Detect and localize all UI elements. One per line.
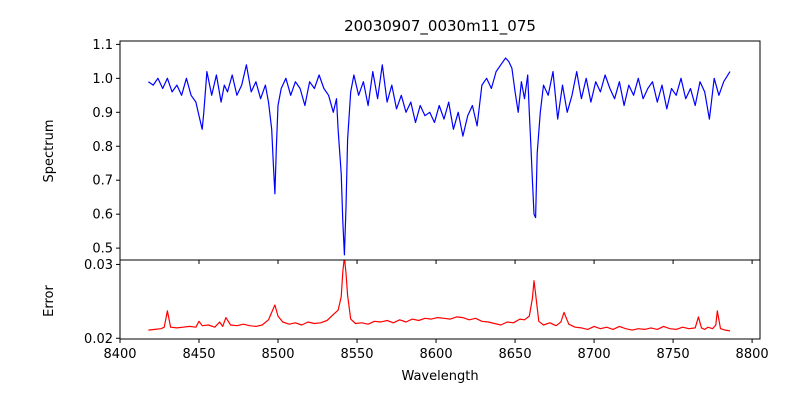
spectrum-y-ticks: 0.5 0.6 0.7 0.8 0.9 1.0 1.1 <box>92 38 120 257</box>
error-ytick-label: 0.02 <box>84 332 113 347</box>
spectrum-plot-area <box>148 57 731 256</box>
error-xtick-label: 8650 <box>499 347 532 362</box>
error-xtick-label: 8550 <box>340 347 373 362</box>
error-ytick-label: 0.03 <box>84 258 113 273</box>
error-xtick-label: 8450 <box>182 347 215 362</box>
spectrum-axes-frame <box>119 40 761 261</box>
chart-title: 20030907_0030m11_075 <box>344 17 536 36</box>
spectrum-ytick-label: 1.0 <box>92 72 113 87</box>
spectrum-ytick-label: 0.5 <box>92 242 113 257</box>
spectrum-ytick-label: 0.6 <box>92 208 113 223</box>
error-axes-frame <box>119 259 761 340</box>
error-xtick-label: 8750 <box>657 347 690 362</box>
error-xtick-label: 8700 <box>578 347 611 362</box>
error-xtick-label: 8600 <box>420 347 453 362</box>
spectrum-x-ticks <box>119 260 753 264</box>
error-plot-area <box>148 260 731 332</box>
spectrum-ytick-label: 0.7 <box>92 174 113 189</box>
spectrum-ylabel: Spectrum <box>42 120 57 183</box>
spectrum-ytick-label: 0.8 <box>92 140 113 155</box>
error-xtick-label: 8400 <box>103 347 136 362</box>
error-xtick-label: 8800 <box>736 347 769 362</box>
spectrum-ytick-label: 0.9 <box>92 106 113 121</box>
error-xtick-label: 8500 <box>261 347 294 362</box>
spectrum-series-line-0 <box>148 57 731 256</box>
error-y-ticks: 0.02 0.03 <box>84 258 120 347</box>
error-xlabel: Wavelength <box>401 369 478 384</box>
error-series-line-0 <box>148 260 731 332</box>
error-x-ticks: 8400 8450 8500 8550 8600 8650 8700 8750 8800 <box>103 339 769 362</box>
spectrum-ytick-label: 1.1 <box>92 38 113 53</box>
spectrum-panel: 0.5 0.6 0.7 0.8 0.9 1.0 1.1 Spectrum <box>42 38 761 264</box>
error-ylabel: Error <box>42 285 57 317</box>
error-panel: 0.02 0.03 8400 8450 8500 8550 8600 8650 8700 875… <box>42 258 769 384</box>
